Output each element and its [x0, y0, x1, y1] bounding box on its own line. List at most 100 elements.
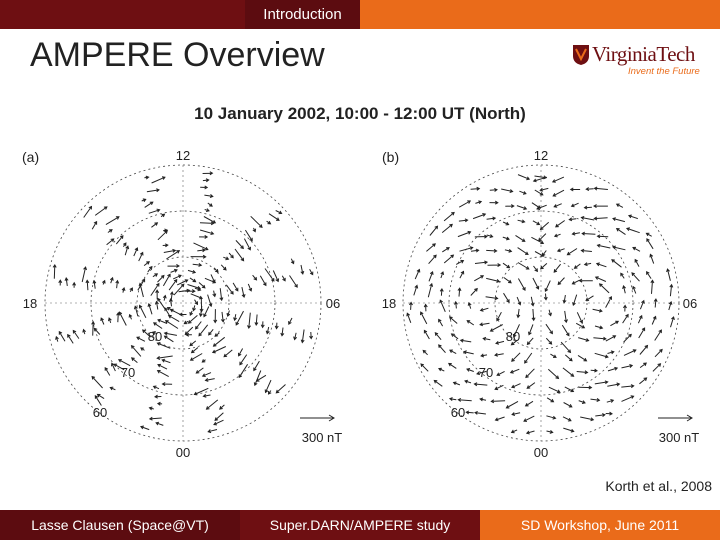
vector-arrow [536, 204, 547, 210]
vector-arrow [620, 272, 625, 279]
vector-arrow [639, 299, 645, 310]
vector-arrow [219, 288, 224, 302]
vector-arrow [293, 332, 298, 341]
vector-arrow [669, 283, 674, 297]
vector-arrow [627, 214, 638, 220]
vector-arrow [197, 248, 206, 253]
vector-arrow [580, 416, 595, 422]
vector-arrow [274, 322, 279, 330]
vector-arrow [239, 354, 248, 366]
vector-arrow [250, 215, 263, 228]
footer-bar: Lasse Clausen (Space@VT) Super.DARN/AMPE… [0, 510, 720, 540]
vector-arrow [238, 348, 244, 357]
vector-arrow [205, 399, 219, 410]
panel-b-label: (b) [382, 149, 399, 165]
vector-arrow [275, 210, 283, 215]
vector-arrow [623, 333, 632, 343]
vector-arrow [560, 341, 572, 354]
vector-arrow [213, 267, 219, 273]
vector-arrow [138, 251, 144, 262]
vector-arrow [531, 202, 542, 209]
vector-arrow [489, 187, 498, 192]
vector-arrow [512, 324, 520, 338]
vector-arrow [109, 386, 116, 391]
vector-arrow [615, 228, 626, 236]
section-tab-introduction[interactable]: Introduction [245, 0, 360, 29]
vector-arrow [534, 189, 544, 196]
vector-arrow [510, 429, 518, 434]
vector-arrow [300, 264, 305, 275]
vector-arrow [516, 205, 528, 210]
vector-arrow [194, 321, 202, 330]
panel-b: (b) 12 18 06 00 80 70 60 300 nT [382, 148, 700, 460]
vector-arrow [154, 394, 162, 399]
vector-arrow [646, 270, 652, 279]
vector-arrow [163, 248, 177, 253]
vector-arrow [91, 220, 98, 230]
vector-arrow [220, 264, 227, 271]
vector-arrow [138, 304, 147, 319]
footer-author: Lasse Clausen (Space@VT) [0, 510, 240, 540]
vector-arrow [433, 379, 443, 387]
vector-arrow [531, 236, 545, 245]
vector-arrow [511, 412, 521, 416]
vector-arrow [199, 221, 215, 226]
vector-arrow [155, 289, 160, 300]
vector-arrow [202, 171, 214, 176]
vector-arrow [566, 248, 578, 256]
vector-arrow [93, 327, 101, 335]
vector-arrow [439, 287, 444, 296]
vector-arrow [211, 346, 227, 354]
panel-b-scale-label: 300 nT [659, 430, 700, 445]
vector-arrow [189, 310, 193, 317]
vector-arrow [264, 379, 272, 394]
vector-arrow [503, 277, 512, 284]
vector-arrow [517, 262, 530, 270]
vector-arrow [166, 307, 175, 313]
vector-arrow [266, 220, 272, 225]
vector-arrow [212, 290, 217, 298]
vector-arrow [184, 326, 194, 336]
vector-arrow [479, 322, 490, 327]
vector-arrow [526, 337, 534, 346]
vector-arrow [533, 265, 538, 273]
vector-arrow [458, 200, 472, 208]
panel-a: (a) 12 18 06 00 80 70 60 300 nT [22, 148, 342, 460]
vector-arrow [264, 268, 275, 282]
vector-arrow [164, 307, 172, 318]
panel-b-lat-80: 80 [506, 329, 520, 344]
vector-arrow [85, 279, 90, 291]
vector-arrow [607, 350, 615, 355]
panel-a-mlt-left: 18 [23, 296, 37, 311]
vector-arrow [486, 248, 498, 253]
vector-arrow [572, 294, 578, 307]
vector-arrow [189, 277, 197, 283]
vector-arrow [91, 375, 103, 389]
vector-arrow [162, 243, 169, 248]
vector-arrow [146, 188, 160, 193]
vector-arrow [115, 235, 124, 245]
vector-arrow [55, 335, 59, 342]
vector-arrow [413, 284, 419, 296]
vector-arrow [220, 311, 225, 323]
vector-arrow [474, 275, 485, 282]
vector-arrow [152, 273, 159, 278]
vector-arrow [423, 329, 430, 340]
vector-arrow [438, 344, 446, 354]
vector-arrow [254, 314, 259, 326]
vector-arrow [58, 279, 63, 286]
top-bar-right [360, 0, 720, 29]
vector-arrow [100, 317, 105, 325]
vector-arrow [475, 200, 483, 205]
vector-arrow [288, 317, 293, 325]
vector-arrow [458, 218, 469, 223]
vector-arrow [164, 320, 179, 329]
vector-arrow [199, 234, 209, 239]
vector-arrow [157, 297, 166, 310]
vector-arrow [639, 344, 649, 355]
vector-arrow [516, 296, 522, 306]
vector-arrow [92, 279, 97, 289]
vector-arrow [309, 331, 314, 340]
vector-arrow [562, 367, 575, 377]
vector-arrow [199, 297, 204, 313]
